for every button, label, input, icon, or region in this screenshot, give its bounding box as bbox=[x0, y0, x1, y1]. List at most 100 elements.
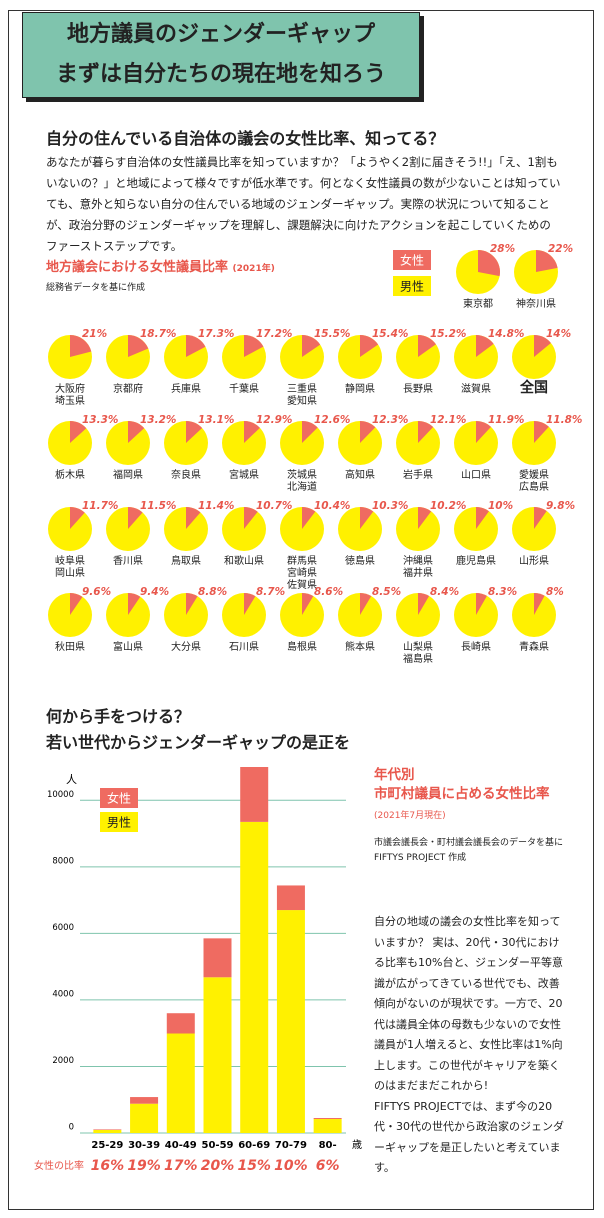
pie-label: 長野県 bbox=[403, 384, 433, 395]
pie-label: 東京都 bbox=[463, 299, 493, 310]
value-label: 11.8% bbox=[546, 414, 582, 426]
pie-slice bbox=[418, 335, 436, 357]
pie-label: 福岡県 bbox=[113, 470, 143, 481]
pie-slice bbox=[244, 421, 260, 443]
value-label: 10.7% bbox=[256, 500, 292, 512]
pie-slice bbox=[70, 507, 85, 529]
pie-slice bbox=[244, 593, 256, 615]
bar-segment bbox=[130, 1097, 159, 1104]
value-label: 13.1% bbox=[198, 414, 234, 426]
y-tick-label: 10000 bbox=[47, 790, 74, 800]
x-tick-label: 40-49 bbox=[165, 1140, 197, 1151]
x-tick-label: 70-79 bbox=[275, 1140, 307, 1151]
pie-label: 山形県 bbox=[519, 556, 549, 567]
x-tick-label: 50-59 bbox=[202, 1140, 234, 1151]
pie-label: 石川県 bbox=[229, 642, 259, 653]
value-label: 21% bbox=[82, 328, 107, 340]
x-tick-label: 80- bbox=[319, 1140, 337, 1151]
ratio-value: 6% bbox=[316, 1158, 340, 1174]
bar-segment bbox=[276, 885, 305, 911]
pie-slice bbox=[418, 507, 432, 529]
section-heading: 何から手をつける？ 若い世代からジェンダーギャップの是正を bbox=[46, 704, 350, 756]
pie-label: 鹿児島県 bbox=[456, 556, 496, 567]
value-label: 8.7% bbox=[256, 586, 285, 598]
pie-slice bbox=[128, 507, 143, 529]
x-axis-label: 歳 bbox=[352, 1139, 362, 1151]
bar-segment bbox=[93, 1130, 122, 1133]
value-label: 28% bbox=[490, 243, 515, 255]
pie-title: 地方議会における女性議員比率 (2021年) bbox=[46, 256, 275, 275]
legend-label: 男性 bbox=[107, 816, 131, 830]
bar-segment bbox=[313, 1118, 342, 1120]
pie-label: 徳島県 bbox=[345, 556, 375, 567]
value-label: 10.2% bbox=[430, 500, 466, 512]
legend-label: 女性 bbox=[400, 253, 424, 268]
value-label: 15.4% bbox=[372, 328, 408, 340]
value-label: 9.8% bbox=[546, 500, 575, 512]
pie-label: 島根県 bbox=[287, 642, 317, 653]
pie-slice bbox=[476, 593, 487, 615]
value-label: 8.4% bbox=[430, 586, 459, 598]
pie-slice bbox=[186, 421, 203, 443]
pie-label: 沖縄県 福井県 bbox=[403, 556, 433, 579]
pie-label: 全国 bbox=[520, 380, 548, 396]
pie-slice bbox=[302, 335, 321, 357]
pie-label: 茨城県 北海道 bbox=[287, 470, 317, 493]
pie-slice bbox=[302, 507, 316, 529]
legend-swatch bbox=[393, 276, 431, 296]
pie-slice bbox=[476, 335, 494, 357]
pie-slice bbox=[536, 250, 558, 272]
value-label: 12.6% bbox=[314, 414, 350, 426]
bar-segment bbox=[93, 1129, 122, 1131]
value-label: 10.4% bbox=[314, 500, 350, 512]
ratio-value: 17% bbox=[164, 1158, 198, 1174]
bar-segment bbox=[276, 910, 305, 1133]
value-label: 8.5% bbox=[372, 586, 401, 598]
legend-swatch bbox=[100, 788, 138, 808]
pie-label: 香川県 bbox=[113, 556, 143, 567]
pie-label: 熊本県 bbox=[345, 642, 375, 653]
pie-slice bbox=[186, 507, 201, 529]
value-label: 22% bbox=[548, 243, 573, 255]
value-label: 10% bbox=[488, 500, 513, 512]
pie-label: 鳥取県 bbox=[171, 556, 201, 567]
pie-label: 高知県 bbox=[345, 470, 375, 481]
pie-label: 栃木県 bbox=[55, 470, 85, 481]
value-label: 8.6% bbox=[314, 586, 343, 598]
bar-segment bbox=[313, 1119, 342, 1133]
value-label: 11.5% bbox=[140, 500, 176, 512]
value-label: 11.4% bbox=[198, 500, 234, 512]
pie-label: 大分県 bbox=[171, 642, 201, 653]
pie-slice bbox=[360, 335, 379, 357]
pie-slice bbox=[302, 421, 318, 443]
pie-slice bbox=[476, 507, 489, 529]
x-tick-label: 25-29 bbox=[91, 1140, 123, 1151]
pie-slice bbox=[186, 593, 198, 615]
pie-label: 大阪府 埼玉県 bbox=[55, 384, 85, 407]
pie-slice bbox=[534, 421, 549, 443]
pie-label: 静岡県 bbox=[345, 384, 375, 395]
value-label: 9.6% bbox=[82, 586, 111, 598]
y-tick-label: 8000 bbox=[52, 856, 74, 866]
legend-swatch bbox=[100, 812, 138, 832]
pie-subtitle: 総務省データを基に作成 bbox=[46, 283, 146, 293]
bar-segment bbox=[166, 1013, 195, 1034]
pie-slice bbox=[360, 421, 376, 443]
pie-slice bbox=[128, 335, 149, 357]
pie-slice bbox=[186, 335, 206, 357]
y-tick-label: 2000 bbox=[52, 1056, 74, 1066]
pie-label: 山梨県 福島県 bbox=[403, 642, 433, 665]
bar-segment bbox=[166, 1033, 195, 1133]
x-tick-label: 30-39 bbox=[128, 1140, 160, 1151]
y-tick-label: 6000 bbox=[52, 923, 74, 933]
ratio-value: 10% bbox=[274, 1158, 308, 1174]
pie-slice bbox=[128, 421, 145, 443]
value-label: 8.3% bbox=[488, 586, 517, 598]
pie-label: 三重県 愛知県 bbox=[287, 384, 317, 407]
pie-slice bbox=[360, 507, 374, 529]
pie-slice bbox=[534, 335, 551, 357]
header: 地方議員のジェンダーギャップ まずは自分たちの現在地を知ろう bbox=[22, 12, 420, 98]
pie-slice bbox=[244, 507, 258, 529]
y-tick-label: 4000 bbox=[52, 989, 74, 999]
